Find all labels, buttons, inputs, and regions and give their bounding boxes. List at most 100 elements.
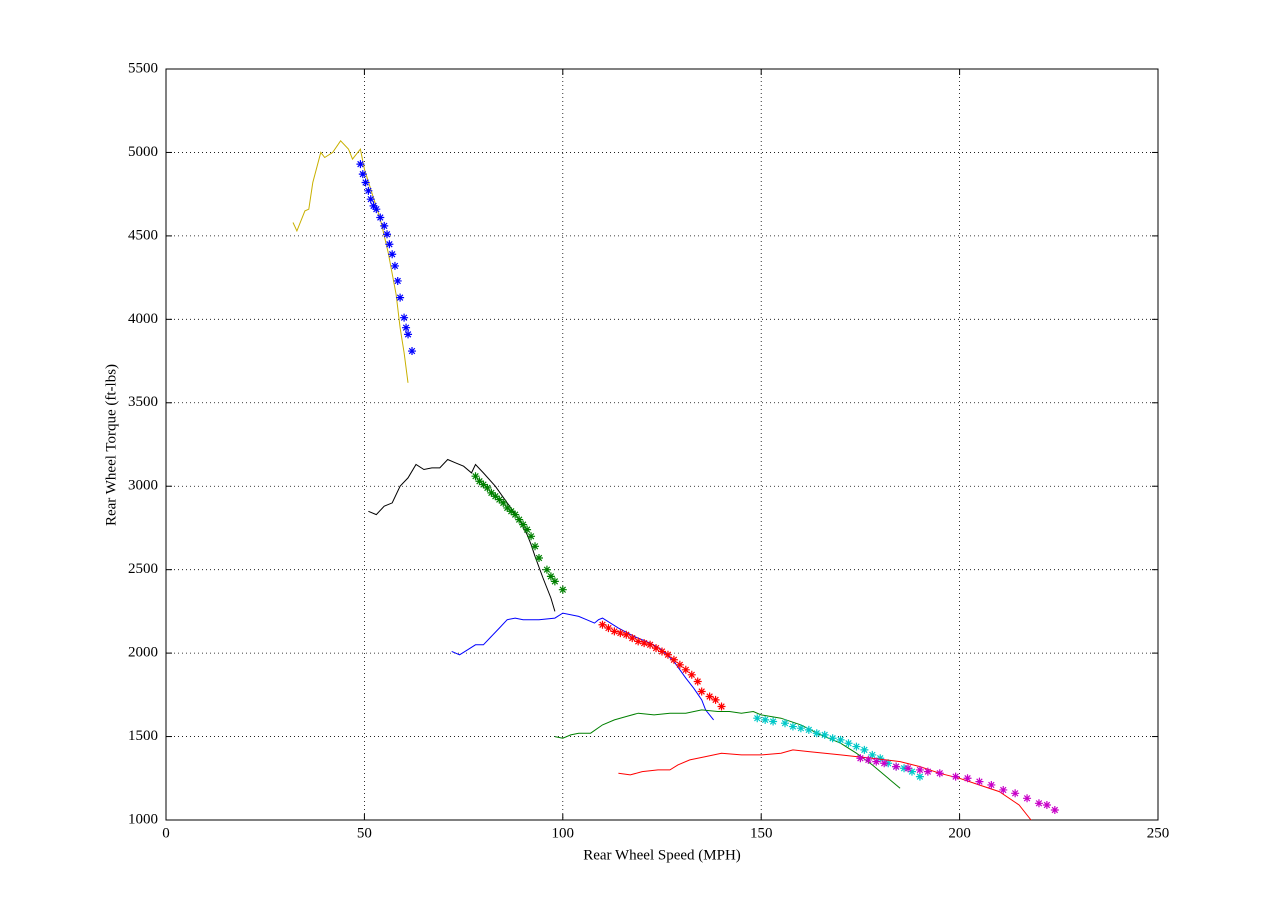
star-marker [820,730,829,739]
star-marker [487,488,496,497]
y-axis-label: Rear Wheel Torque (ft-lbs) [103,364,119,526]
x-tick-label: 150 [750,825,773,841]
star-marker [915,765,924,774]
star-marker [550,577,559,586]
star-marker [987,780,996,789]
star-marker [527,532,536,541]
star-marker [383,230,392,239]
star-marker [558,585,567,594]
x-tick-label: 250 [1147,825,1170,841]
star-marker [515,515,524,524]
y-tick-label: 2000 [128,645,158,661]
star-marker [963,774,972,783]
star-marker [495,495,504,504]
star-marker [402,323,411,332]
star-marker [640,639,649,648]
star-marker [404,330,413,339]
data-line [368,458,556,612]
star-marker [622,630,631,639]
star-marker [868,750,877,759]
x-tick-label: 100 [552,825,575,841]
star-marker [781,719,790,728]
star-marker [376,213,385,222]
star-marker [1011,789,1020,798]
data-line [451,612,714,721]
star-marker [711,695,720,704]
star-marker [796,724,805,733]
star-marker [1034,799,1043,808]
x-tick-label: 0 [162,825,170,841]
star-marker [769,717,778,726]
star-marker [705,692,714,701]
star-marker [1023,794,1032,803]
star-marker [519,520,528,529]
star-marker [491,492,500,501]
star-marker [400,313,409,322]
star-marker [860,745,869,754]
star-marker [388,250,397,259]
y-tick-label: 2500 [128,561,158,577]
star-marker [393,276,402,285]
data-line [292,140,409,383]
star-marker [1050,805,1059,814]
star-marker [471,472,480,481]
star-marker [923,767,932,776]
star-marker [907,767,916,776]
star-marker [610,627,619,636]
star-marker [852,742,861,751]
y-tick-label: 4500 [128,227,158,243]
star-marker [380,221,389,230]
star-marker [385,240,394,249]
star-marker [975,777,984,786]
star-marker [864,755,873,764]
star-marker [687,670,696,679]
star-marker [499,498,508,507]
star-marker [681,665,690,674]
star-marker [507,507,516,516]
y-tick-label: 1500 [128,728,158,744]
star-marker [372,205,381,214]
star-marker [356,160,365,169]
star-marker [892,762,901,771]
star-marker [479,480,488,489]
star-marker [658,647,666,656]
star-marker [836,735,845,744]
star-marker [646,640,655,649]
plot-area [165,68,1159,821]
star-marker [598,620,607,629]
star-marker [717,702,726,711]
x-tick-label: 200 [948,825,971,841]
star-marker [753,714,762,723]
star-marker [531,542,540,551]
star-marker [828,734,837,743]
star-marker [358,170,367,179]
star-marker [856,754,865,763]
y-tick-label: 5000 [128,144,158,160]
y-tick-label: 3500 [128,394,158,410]
y-tick-label: 3000 [128,478,158,494]
star-marker [534,553,543,562]
star-marker [364,186,373,195]
star-marker [880,759,889,768]
star-marker [616,629,625,638]
star-marker [503,503,512,512]
star-marker [804,725,813,734]
star-marker [523,525,532,534]
star-marker [697,687,706,696]
star-marker [628,634,637,643]
y-tick-label: 5500 [128,60,158,76]
star-marker [876,754,885,763]
star-marker [935,769,944,778]
star-marker [904,764,913,773]
star-marker [408,347,417,356]
star-marker [634,637,643,646]
star-marker [483,483,492,492]
star-marker [788,722,797,731]
star-marker [761,715,770,724]
star-marker [604,624,613,633]
star-marker [999,785,1008,794]
star-marker [475,477,484,486]
y-tick-label: 4000 [128,311,158,327]
star-marker [396,293,405,302]
star-marker [542,565,551,574]
